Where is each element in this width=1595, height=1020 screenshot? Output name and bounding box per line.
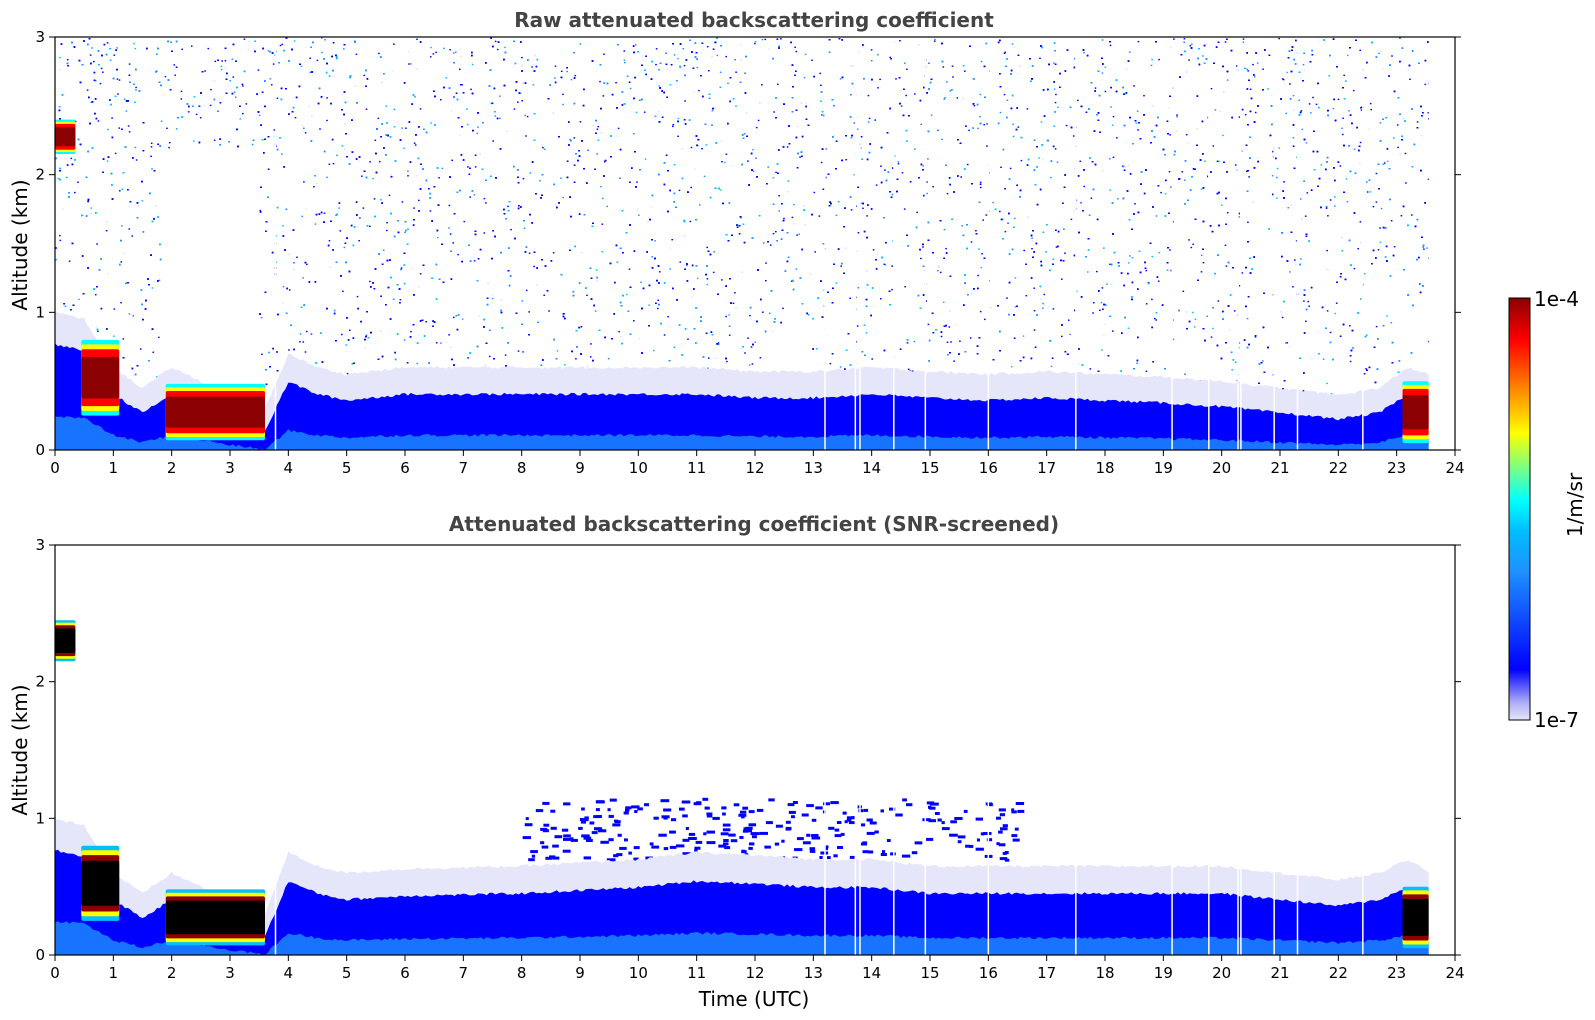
- heatmap-area: [55, 37, 1455, 450]
- x-tick-label: 10: [629, 964, 648, 982]
- x-tick-label: 5: [342, 964, 352, 982]
- x-tick-label: 20: [1212, 964, 1231, 982]
- x-tick-label: 18: [1095, 964, 1114, 982]
- x-tick-label: 13: [804, 964, 823, 982]
- x-tick-label: 21: [1270, 459, 1289, 477]
- colorbar-min-label: 1e-7: [1534, 708, 1579, 732]
- x-tick-label: 3: [225, 964, 235, 982]
- x-tick-label: 17: [1037, 459, 1056, 477]
- x-tick-label: 24: [1445, 459, 1464, 477]
- x-tick-label: 23: [1387, 459, 1406, 477]
- near-surface-layer: [55, 416, 1429, 450]
- cloud-layer: [1402, 886, 1429, 949]
- x-tick-label: 18: [1095, 459, 1114, 477]
- x-tick-label: 21: [1270, 964, 1289, 982]
- x-tick-label: 14: [862, 964, 881, 982]
- cloud-layer: [165, 383, 265, 441]
- x-tick-label: 16: [979, 964, 998, 982]
- cloud-layer: [165, 889, 265, 946]
- y-tick-label: 0: [35, 441, 45, 459]
- x-tick-label: 22: [1329, 459, 1348, 477]
- x-tick-label: 15: [920, 964, 939, 982]
- screened-panel-ylabel: Altitude (km): [8, 684, 32, 815]
- x-tick-label: 4: [284, 459, 294, 477]
- colorbar-units-label: 1/m/sr: [1563, 472, 1587, 537]
- y-tick-label: 2: [35, 673, 45, 691]
- data-gaps: [274, 545, 1364, 955]
- data-gaps: [274, 37, 1364, 450]
- raw-panel-ylabel: Altitude (km): [8, 179, 32, 310]
- time-axis-label: Time (UTC): [698, 987, 810, 1011]
- cloud-layer: [81, 845, 120, 921]
- x-tick-label: 7: [459, 964, 469, 982]
- scattered-clouds: [522, 797, 1025, 862]
- x-tick-label: 1: [109, 459, 119, 477]
- cloud-layer: [81, 339, 120, 416]
- x-tick-label: 2: [167, 459, 177, 477]
- x-tick-label: 19: [1154, 459, 1173, 477]
- y-tick-label: 3: [35, 536, 45, 554]
- boundary-layer: [55, 849, 1429, 955]
- x-tick-label: 22: [1329, 964, 1348, 982]
- x-tick-label: 11: [687, 459, 706, 477]
- raw-panel-title: Raw attenuated backscattering coefficien…: [514, 8, 994, 32]
- x-tick-label: 3: [225, 459, 235, 477]
- x-tick-label: 10: [629, 459, 648, 477]
- x-tick-label: 1: [109, 964, 119, 982]
- x-tick-label: 15: [920, 459, 939, 477]
- x-tick-label: 8: [517, 964, 527, 982]
- y-tick-label: 1: [35, 303, 45, 321]
- y-tick-label: 2: [35, 166, 45, 184]
- x-tick-label: 11: [687, 964, 706, 982]
- x-tick-label: 12: [745, 459, 764, 477]
- x-tick-label: 5: [342, 459, 352, 477]
- y-tick-label: 0: [35, 946, 45, 964]
- colorbar-max-label: 1e-4: [1534, 287, 1579, 311]
- x-tick-label: 2: [167, 964, 177, 982]
- x-tick-label: 20: [1212, 459, 1231, 477]
- cloud-layer: [1402, 381, 1429, 444]
- near-surface-layer: [55, 921, 1429, 955]
- colorbar-gradient: [1508, 297, 1531, 721]
- x-tick-label: 13: [804, 459, 823, 477]
- screened-panel-title: Attenuated backscattering coefficient (S…: [449, 512, 1059, 536]
- x-tick-label: 16: [979, 459, 998, 477]
- x-tick-label: 6: [400, 964, 410, 982]
- x-tick-label: 8: [517, 459, 527, 477]
- raw-backscatter-panel: Raw attenuated backscattering coefficien…: [8, 8, 1465, 477]
- heatmap-area: [55, 545, 1455, 955]
- y-tick-label: 3: [35, 28, 45, 46]
- boundary-layer: [55, 343, 1429, 450]
- x-tick-label: 17: [1037, 964, 1056, 982]
- x-tick-label: 12: [745, 964, 764, 982]
- x-tick-label: 4: [284, 964, 294, 982]
- screened-backscatter-panel: Attenuated backscattering coefficient (S…: [8, 512, 1465, 1011]
- x-tick-label: 0: [50, 459, 60, 477]
- y-tick-label: 1: [35, 809, 45, 827]
- x-tick-label: 6: [400, 459, 410, 477]
- cloud-layer: [55, 119, 76, 154]
- colorbar: 1e-4 1e-7 1/m/sr: [1508, 287, 1587, 732]
- x-tick-label: 19: [1154, 964, 1173, 982]
- x-tick-label: 9: [575, 459, 585, 477]
- cloud-layer: [55, 620, 76, 662]
- noise-speckle: [55, 37, 1431, 412]
- x-tick-label: 0: [50, 964, 60, 982]
- x-tick-label: 9: [575, 964, 585, 982]
- x-tick-label: 23: [1387, 964, 1406, 982]
- x-tick-label: 24: [1445, 964, 1464, 982]
- x-tick-label: 14: [862, 459, 881, 477]
- x-tick-label: 7: [459, 459, 469, 477]
